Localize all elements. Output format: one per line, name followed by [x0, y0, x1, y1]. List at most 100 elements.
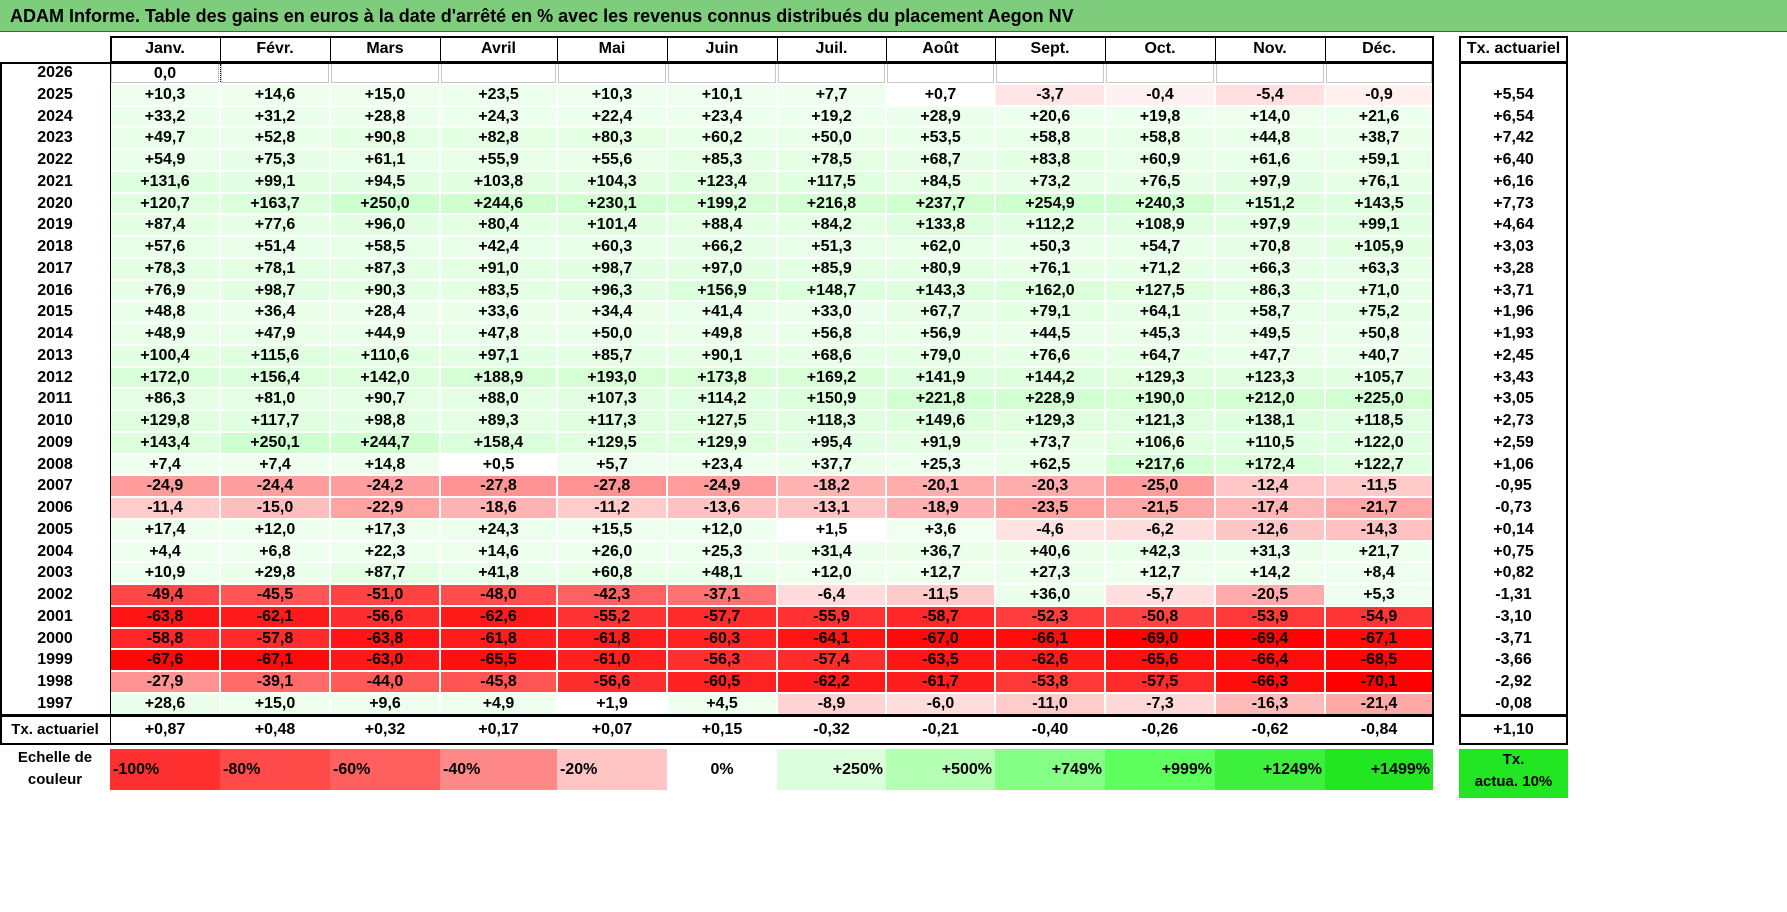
- year-label: 2020: [37, 194, 73, 212]
- table-cell: -44,0: [331, 672, 439, 692]
- year-label: 2014: [37, 325, 73, 342]
- table-cell: +28,4: [331, 302, 439, 322]
- table-cell: -67,1: [1326, 628, 1432, 649]
- table-cell: +88,0: [441, 389, 556, 409]
- rate-cell: +0,82: [1493, 564, 1534, 582]
- table-cell: +142,0: [331, 367, 439, 388]
- year-label: 1998: [37, 673, 73, 690]
- rate-cell: +7,42: [1493, 129, 1534, 147]
- table-cell: +99,1: [1326, 215, 1432, 235]
- table-cell: +138,1: [1216, 411, 1324, 431]
- scale-swatch: +1499%: [1325, 749, 1433, 790]
- year-label: 1999: [37, 651, 73, 669]
- table-cell: -0,9: [1326, 84, 1432, 105]
- table-cell: -11,4: [111, 498, 219, 518]
- table-cell: +87,4: [111, 215, 219, 235]
- table-cell: -16,3: [1216, 693, 1324, 714]
- table-cell: +75,2: [1326, 302, 1432, 322]
- table-cell: -62,6: [441, 606, 556, 627]
- header-divider: [1105, 36, 1106, 62]
- table-cell: +14,0: [1216, 106, 1324, 127]
- table-cell: +110,5: [1216, 432, 1324, 453]
- table-cell: +54,9: [111, 150, 219, 170]
- rate-cell: -3,10: [1495, 607, 1532, 625]
- table-cell: -27,9: [111, 672, 219, 692]
- scale-label-line2: couleur: [27, 771, 83, 788]
- scale-swatch: +749%: [995, 749, 1105, 790]
- table-cell: +79,1: [996, 302, 1104, 322]
- footer-year-divider: [110, 714, 111, 744]
- table-cell: +60,9: [1106, 150, 1214, 170]
- table-cell: -64,1: [778, 628, 885, 649]
- table-cell: +225,0: [1326, 389, 1432, 409]
- table-cell: +190,0: [1106, 389, 1214, 409]
- year-label: 2006: [37, 499, 73, 516]
- table-cell: -65,6: [1106, 650, 1214, 670]
- table-cell: +10,3: [558, 84, 666, 105]
- table-cell: +58,5: [331, 237, 439, 257]
- table-cell: [1106, 63, 1214, 83]
- table-cell: +53,5: [887, 128, 994, 148]
- table-cell: +169,2: [778, 367, 885, 388]
- footer-cell: +0,15: [701, 720, 743, 738]
- table-cell: +31,2: [221, 106, 329, 127]
- rate-cell: +5,54: [1493, 85, 1534, 103]
- table-cell: -6,4: [778, 585, 885, 605]
- table-cell: -57,5: [1106, 672, 1214, 692]
- table-cell: +36,7: [887, 541, 994, 562]
- table-cell: +78,1: [221, 258, 329, 279]
- rate-cell: +3,28: [1493, 259, 1534, 277]
- footer-cell: -0,84: [1360, 720, 1398, 738]
- table-cell: [1216, 63, 1324, 83]
- rate-cell: -1,31: [1495, 586, 1532, 603]
- table-cell: +71,2: [1106, 258, 1214, 279]
- table-cell: +162,0: [996, 280, 1104, 301]
- table-cell: +51,3: [778, 237, 885, 257]
- table-cell: +23,5: [441, 84, 556, 105]
- table-cell: -14,3: [1326, 519, 1432, 540]
- table-cell: +31,4: [778, 541, 885, 562]
- table-cell: +85,9: [778, 258, 885, 279]
- table-cell: +123,3: [1216, 367, 1324, 388]
- year-label: 2007: [37, 477, 73, 495]
- table-cell: -63,8: [111, 606, 219, 627]
- rate-cell: +3,05: [1493, 390, 1534, 408]
- table-cell: [558, 63, 666, 83]
- table-cell: -63,5: [887, 650, 994, 670]
- table-cell: +49,5: [1216, 324, 1324, 344]
- table-cell: -45,8: [441, 672, 556, 692]
- table-cell: +250,0: [331, 193, 439, 214]
- table-cell: +90,7: [331, 389, 439, 409]
- year-label: 2008: [37, 455, 73, 473]
- table-cell: +83,8: [996, 150, 1104, 170]
- table-cell: -6,0: [887, 693, 994, 714]
- table-cell: +61,6: [1216, 150, 1324, 170]
- table-cell: +123,4: [668, 171, 776, 192]
- rate-cell: +3,43: [1493, 368, 1534, 386]
- scale-swatch: -40%: [440, 749, 557, 790]
- table-cell: +15,0: [331, 84, 439, 105]
- table-cell: +88,4: [668, 215, 776, 235]
- table-cell: +90,8: [331, 128, 439, 148]
- footer-cell: +0,32: [364, 720, 406, 738]
- table-cell: +63,3: [1326, 258, 1432, 279]
- rate-cell: +0,75: [1493, 542, 1534, 560]
- scale-swatch: -80%: [220, 749, 330, 790]
- year-label: 2015: [37, 303, 73, 321]
- table-cell: +172,0: [111, 367, 219, 388]
- table-cell: +77,6: [221, 215, 329, 235]
- table-cell: +103,8: [441, 171, 556, 192]
- footer-cell: +0,17: [478, 720, 519, 738]
- table-cell: +105,9: [1326, 237, 1432, 257]
- scale-swatch: +999%: [1105, 749, 1215, 790]
- rate-header: Tx. actuariel: [1466, 40, 1561, 57]
- table-cell: +19,2: [778, 106, 885, 127]
- table-cell: +115,6: [221, 345, 329, 366]
- table-cell: +98,8: [331, 411, 439, 431]
- table-cell: +110,6: [331, 345, 439, 366]
- table-cell: +50,0: [558, 324, 666, 344]
- table-cell: +48,8: [111, 302, 219, 322]
- table-cell: +129,8: [111, 411, 219, 431]
- month-header-10: Oct.: [1144, 40, 1176, 57]
- table-cell: [778, 63, 885, 83]
